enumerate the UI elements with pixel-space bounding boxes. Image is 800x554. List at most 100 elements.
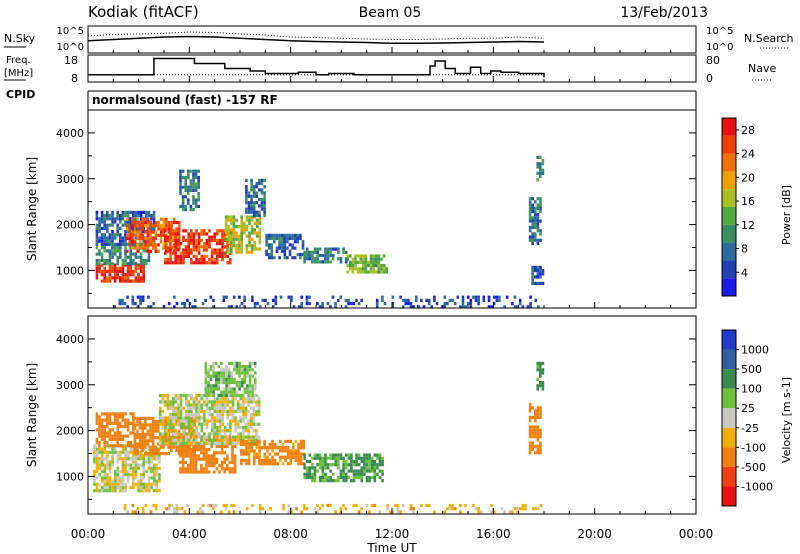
power-cell xyxy=(106,214,109,218)
power-cell xyxy=(420,298,423,302)
velocity-cell xyxy=(144,436,147,440)
velocity-cell xyxy=(184,438,188,442)
power-cell xyxy=(100,246,104,250)
velocity-cell xyxy=(171,403,175,407)
velocity-cell xyxy=(239,409,243,414)
velocity-cell xyxy=(218,403,222,407)
velocity-cell xyxy=(321,459,325,464)
power-cell xyxy=(183,305,187,309)
power-cell xyxy=(124,249,127,253)
velocity-cell xyxy=(157,442,160,446)
power-cell xyxy=(98,226,101,230)
velocity-cell xyxy=(182,429,185,433)
power-cell xyxy=(137,273,140,277)
velocity-cell xyxy=(249,400,253,404)
velocity-cell xyxy=(136,452,139,456)
power-cell xyxy=(184,248,188,252)
velocity-cell xyxy=(292,442,295,447)
velocity-cell xyxy=(409,503,413,508)
velocity-cell xyxy=(177,445,181,449)
velocity-cell xyxy=(318,463,322,467)
velocity-cell xyxy=(139,450,143,454)
x-tick-label: 16:00 xyxy=(476,527,511,541)
velocity-cell xyxy=(113,482,117,486)
velocity-cell xyxy=(106,476,109,480)
velocity-cell xyxy=(199,510,202,514)
power-cell xyxy=(474,295,478,299)
velocity-cell xyxy=(244,413,248,417)
power-cell xyxy=(250,188,253,192)
velocity-cell xyxy=(93,453,96,458)
velocity-cell xyxy=(225,381,228,385)
power-cell xyxy=(308,302,311,306)
velocity-cell xyxy=(337,453,340,457)
velocity-cell xyxy=(222,374,226,378)
velocity-cell xyxy=(138,445,142,449)
velocity-cell xyxy=(177,441,180,446)
velocity-cell xyxy=(119,453,122,458)
velocity-cell xyxy=(210,457,213,461)
velocity-cell xyxy=(205,438,208,442)
velocity-cell xyxy=(98,428,101,432)
y-tick-label: 4000 xyxy=(56,127,84,140)
velocity-cell xyxy=(273,452,277,456)
velocity-cell xyxy=(284,458,287,463)
power-cell xyxy=(531,275,534,279)
velocity-cell xyxy=(321,466,325,470)
velocity-cell xyxy=(534,431,537,436)
velocity-cell xyxy=(138,442,142,446)
velocity-cell xyxy=(190,416,194,420)
velocity-cell xyxy=(324,472,327,476)
velocity-cell xyxy=(164,393,167,398)
velocity-cell xyxy=(136,510,140,514)
velocity-cell xyxy=(236,400,240,404)
power-cell xyxy=(280,233,284,237)
velocity-cell xyxy=(111,428,114,432)
power-cell xyxy=(534,216,537,220)
velocity-cell xyxy=(207,393,210,397)
power-cell xyxy=(197,195,200,199)
velocity-cell xyxy=(528,447,532,452)
velocity-cell xyxy=(513,507,517,511)
velocity-cell xyxy=(378,510,382,514)
velocity-cell xyxy=(207,387,210,391)
power-cell xyxy=(154,246,158,250)
power-cell xyxy=(113,217,117,221)
velocity-cell xyxy=(326,456,330,460)
power-cell xyxy=(265,236,268,241)
velocity-cell xyxy=(182,406,185,410)
power-cell xyxy=(209,295,213,299)
velocity-cell xyxy=(239,406,243,410)
velocity-cell xyxy=(240,368,244,372)
power-cell xyxy=(417,305,421,309)
power-cell xyxy=(412,305,415,309)
velocity-cell xyxy=(145,469,148,474)
velocity-cell xyxy=(247,393,250,398)
velocity-cell xyxy=(103,466,107,470)
power-cell xyxy=(187,232,190,236)
velocity-cell xyxy=(239,435,243,439)
velocity-cell xyxy=(190,406,193,410)
power-cell xyxy=(195,238,198,242)
power-cell xyxy=(252,210,256,214)
power-cell xyxy=(359,270,362,274)
velocity-cell xyxy=(536,428,540,432)
power-cell xyxy=(245,247,249,251)
velocity-cell xyxy=(229,425,232,430)
velocity-cell xyxy=(190,422,193,426)
x-tick-label: 04:00 xyxy=(172,527,207,541)
power-cell xyxy=(359,254,362,258)
velocity-cell xyxy=(166,441,170,446)
velocity-cell xyxy=(205,454,208,458)
velocity-cell xyxy=(220,460,224,464)
velocity-cell xyxy=(106,441,109,445)
power-cell xyxy=(216,261,219,265)
velocity-cell xyxy=(195,413,198,417)
velocity-cell xyxy=(516,507,519,511)
velocity-cell xyxy=(531,435,534,439)
velocity-cell xyxy=(539,441,542,445)
velocity-cell xyxy=(138,416,142,420)
velocity-cell xyxy=(255,429,258,433)
power-cell xyxy=(146,233,150,237)
velocity-cell xyxy=(133,439,137,443)
